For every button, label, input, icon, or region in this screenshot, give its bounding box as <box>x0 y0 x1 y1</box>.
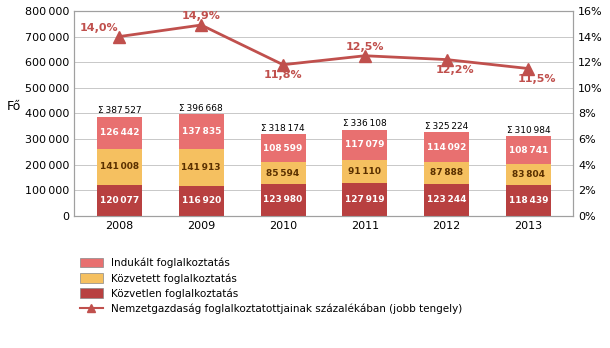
Text: 108 599: 108 599 <box>264 144 303 153</box>
Y-axis label: Fő: Fő <box>7 100 21 113</box>
Bar <box>506 164 551 185</box>
Text: Σ 325 224: Σ 325 224 <box>425 122 468 131</box>
Text: 123 244: 123 244 <box>427 196 467 205</box>
Text: 137 835: 137 835 <box>182 127 221 136</box>
Text: 141 008: 141 008 <box>100 163 139 172</box>
Bar <box>179 186 224 216</box>
Text: 120 077: 120 077 <box>100 196 139 205</box>
Text: 12,5%: 12,5% <box>346 42 384 52</box>
Legend: Indukált foglalkoztatás, Közvetett foglalkoztatás, Közvetlen foglalkoztatás, Nem: Indukált foglalkoztatás, Közvetett fogla… <box>80 258 462 314</box>
Bar <box>506 136 551 164</box>
Text: 91 110: 91 110 <box>348 167 381 176</box>
Bar <box>260 162 306 184</box>
Text: 117 079: 117 079 <box>345 140 384 149</box>
Bar <box>342 160 387 183</box>
Text: 114 092: 114 092 <box>427 143 466 152</box>
Bar <box>342 130 387 160</box>
Text: 11,8%: 11,8% <box>264 70 303 80</box>
Bar <box>260 184 306 216</box>
Bar <box>342 183 387 216</box>
Text: 123 980: 123 980 <box>264 195 303 204</box>
Bar <box>260 134 306 162</box>
Text: 118 439: 118 439 <box>509 196 548 205</box>
Text: Σ 310 984: Σ 310 984 <box>507 126 550 135</box>
Text: Σ 396 668: Σ 396 668 <box>179 104 223 113</box>
Text: 83 804: 83 804 <box>512 170 545 179</box>
Text: Σ 336 108: Σ 336 108 <box>343 119 387 128</box>
Bar <box>97 117 142 149</box>
Text: 126 442: 126 442 <box>99 128 139 137</box>
Text: 14,0%: 14,0% <box>80 23 118 33</box>
Text: 14,9%: 14,9% <box>182 10 221 21</box>
Text: Σ 318 174: Σ 318 174 <box>261 124 305 133</box>
Bar <box>97 149 142 185</box>
Text: 127 919: 127 919 <box>345 195 385 204</box>
Bar <box>179 114 224 150</box>
Bar <box>97 185 142 216</box>
Text: 141 913: 141 913 <box>181 163 221 172</box>
Bar <box>424 133 469 162</box>
Text: 12,2%: 12,2% <box>436 65 474 75</box>
Bar <box>179 150 224 186</box>
Text: 11,5%: 11,5% <box>517 74 556 84</box>
Bar <box>424 162 469 184</box>
Text: 85 594: 85 594 <box>267 168 300 177</box>
Text: 108 741: 108 741 <box>509 145 548 155</box>
Text: 116 920: 116 920 <box>182 196 221 205</box>
Bar <box>424 184 469 216</box>
Text: Σ 387 527: Σ 387 527 <box>98 106 142 115</box>
Bar <box>506 185 551 216</box>
Text: 87 888: 87 888 <box>430 168 463 177</box>
